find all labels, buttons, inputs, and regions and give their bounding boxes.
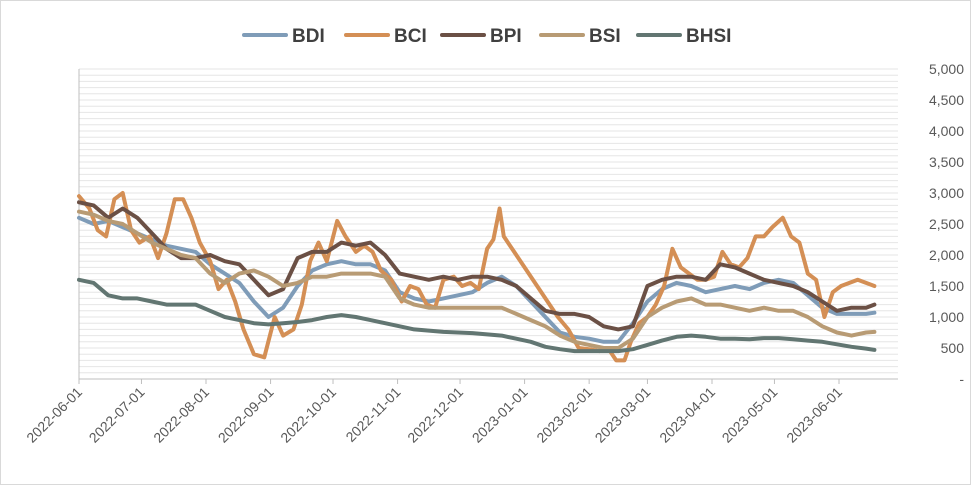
y-tick-label: 3,500 [929, 154, 964, 170]
x-tick-label: 2022-09-01 [215, 384, 277, 446]
legend: BDI BCI BPI BSI BHSI [242, 26, 731, 47]
x-tick-label: 2022-08-01 [150, 384, 212, 446]
x-tick-label: 2023-04-01 [656, 384, 718, 446]
x-tick-label: 2022-06-01 [23, 384, 85, 446]
series-lines [77, 191, 877, 363]
legend-label-bpi: BPI [490, 26, 522, 47]
x-tick-label: 2022-11-01 [342, 384, 403, 445]
y-tick-label: 5,000 [929, 61, 964, 77]
series-line-bpi [77, 200, 877, 332]
x-tick-label: 2022-12-01 [404, 384, 466, 446]
y-tick-label: 1,000 [929, 309, 964, 325]
y-tick-label: 3,000 [929, 185, 964, 201]
gridlines [79, 68, 898, 380]
x-tick-label: 2023-05-01 [719, 384, 781, 446]
y-tick-label: 2,000 [929, 247, 964, 263]
series-line-bci [77, 191, 877, 363]
y-tick-label: 4,000 [929, 123, 964, 139]
y-axis-tick-labels: - 500 1,000 1,500 2,000 2,500 3,000 3,500 4,000 4… [929, 61, 964, 387]
legend-label-bdi: BDI [292, 26, 325, 47]
x-tick-label: 2023-01-01 [469, 384, 531, 446]
x-tick-label: 2022-10-01 [277, 384, 339, 446]
x-tick-label: 2023-02-01 [533, 384, 595, 446]
series-line-bsi [77, 209, 877, 350]
series-line-bhsi [77, 277, 877, 354]
legend-label-bhsi: BHSI [686, 26, 731, 47]
legend-label-bci: BCI [394, 26, 427, 47]
x-tick-label: 2023-03-01 [592, 384, 654, 446]
legend-label-bsi: BSI [589, 26, 621, 47]
y-tick-label: 500 [941, 340, 965, 356]
x-axis-tick-labels: 2022-06-01 2022-07-01 2022-08-01 2022-09-01… [23, 384, 845, 446]
y-tick-label: 4,500 [929, 92, 964, 108]
x-tick-label: 2022-07-01 [86, 384, 148, 446]
y-tick-label: 1,500 [929, 278, 964, 294]
y-tick-label: - [959, 371, 964, 387]
y-tick-label: 2,500 [929, 216, 964, 232]
x-tick-label: 2023-06-01 [783, 384, 845, 446]
axes [78, 69, 898, 384]
